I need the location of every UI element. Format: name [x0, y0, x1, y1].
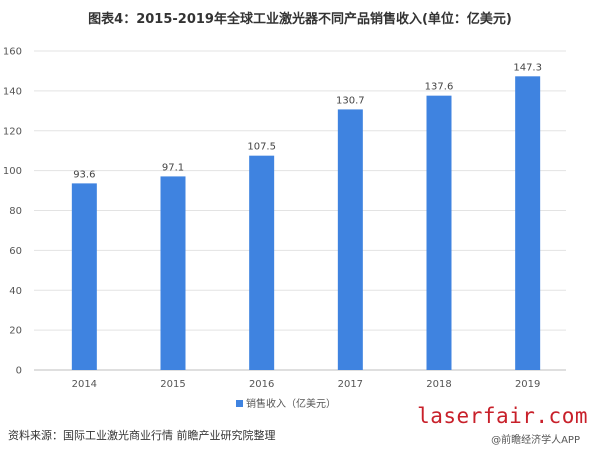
- bar: [160, 176, 186, 370]
- y-tick-label: 20: [9, 326, 22, 337]
- legend-swatch: [236, 400, 243, 407]
- data-label: 93.6: [73, 169, 95, 180]
- site-watermark: laserfair.com: [417, 404, 588, 428]
- data-labels: 93.6 97.1 107.5 130.7 137.6 147.3: [73, 62, 542, 180]
- bar-chart: 0 20 40 60 80 100 120 140 160 93.6 97.1 107.5 130.7…: [3, 47, 566, 410]
- data-label: 147.3: [513, 62, 542, 73]
- chart-title: 图表4：2015-2019年全球工业激光器不同产品销售收入(单位：亿美元): [88, 12, 512, 27]
- x-tick-label: 2019: [515, 379, 540, 390]
- y-tick-label: 80: [9, 206, 22, 217]
- y-tick-label: 120: [3, 126, 22, 137]
- data-label: 107.5: [247, 142, 276, 153]
- bar: [337, 109, 363, 371]
- y-tick-label: 0: [16, 366, 22, 377]
- y-tick-label: 40: [9, 286, 22, 297]
- bar: [71, 183, 97, 370]
- x-tick-label: 2016: [249, 379, 274, 390]
- x-tick-label: 2018: [426, 379, 451, 390]
- data-label: 97.1: [162, 162, 184, 173]
- y-tick-label: 140: [3, 86, 22, 97]
- y-tick-label: 100: [3, 166, 22, 177]
- legend: 销售收入（亿美元）: [236, 397, 336, 410]
- gridlines: [34, 50, 566, 371]
- data-label: 137.6: [425, 82, 454, 93]
- source-note: 资料来源：国际工业激光商业行情 前瞻产业研究院整理: [8, 429, 276, 442]
- x-tick-label: 2017: [338, 379, 363, 390]
- y-axis-ticks: 0 20 40 60 80 100 120 140 160: [3, 47, 22, 377]
- x-tick-label: 2014: [72, 379, 97, 390]
- bar: [249, 155, 275, 370]
- data-label: 130.7: [336, 95, 365, 106]
- bar: [515, 76, 541, 371]
- legend-label: 销售收入（亿美元）: [246, 397, 336, 410]
- bar: [426, 95, 452, 370]
- app-watermark: @前瞻经济学人APP: [491, 435, 580, 446]
- y-tick-label: 160: [3, 47, 22, 58]
- bars: [71, 76, 541, 371]
- x-tick-label: 2015: [160, 379, 185, 390]
- y-tick-label: 60: [9, 246, 22, 257]
- x-axis-ticks: 2014 2015 2016 2017 2018 2019: [72, 379, 541, 390]
